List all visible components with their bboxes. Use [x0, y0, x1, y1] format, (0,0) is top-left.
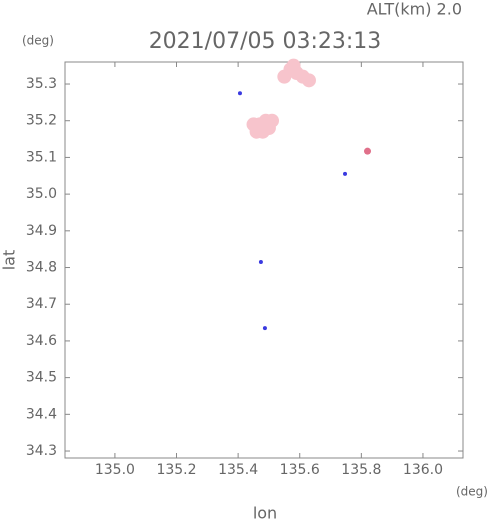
y-tick-label: 35.2 [26, 113, 57, 129]
y-tick-label: 34.6 [26, 333, 57, 349]
y-tick-label: 34.3 [26, 443, 57, 459]
echo-point [301, 73, 316, 88]
y-tick-label: 34.7 [26, 296, 57, 312]
echo-point [364, 147, 372, 155]
plot-frame [64, 61, 464, 459]
x-tick-label: 135.8 [341, 462, 381, 478]
chart-title: 2021/07/05 03:23:13 [149, 29, 382, 54]
x-tick-label: 135.4 [218, 462, 258, 478]
y-tick-label: 34.4 [26, 406, 57, 422]
echo-point [258, 260, 263, 265]
y-tick-label: 34.9 [26, 223, 57, 239]
echo-point [343, 171, 348, 176]
y-axis-label: lat [0, 250, 19, 271]
y-tick-label: 34.8 [26, 260, 57, 276]
x-axis-label: lon [253, 504, 277, 521]
y-tick-label: 34.5 [26, 370, 57, 386]
x-tick-label: 136.0 [403, 462, 443, 478]
y-tick-label: 35.1 [26, 149, 57, 165]
y-unit: (deg) [22, 34, 54, 48]
y-tick-label: 35.0 [26, 186, 57, 202]
x-tick-label: 135.0 [95, 462, 135, 478]
echo-point [286, 58, 301, 73]
x-tick-label: 135.2 [156, 462, 196, 478]
x-unit: (deg) [456, 485, 488, 499]
echo-point [261, 121, 276, 136]
x-tick-label: 135.6 [280, 462, 320, 478]
echo-point [237, 91, 242, 96]
y-tick-label: 35.3 [26, 76, 57, 92]
altitude-label: ALT(km) 2.0 [367, 0, 462, 19]
echo-point [262, 326, 267, 331]
